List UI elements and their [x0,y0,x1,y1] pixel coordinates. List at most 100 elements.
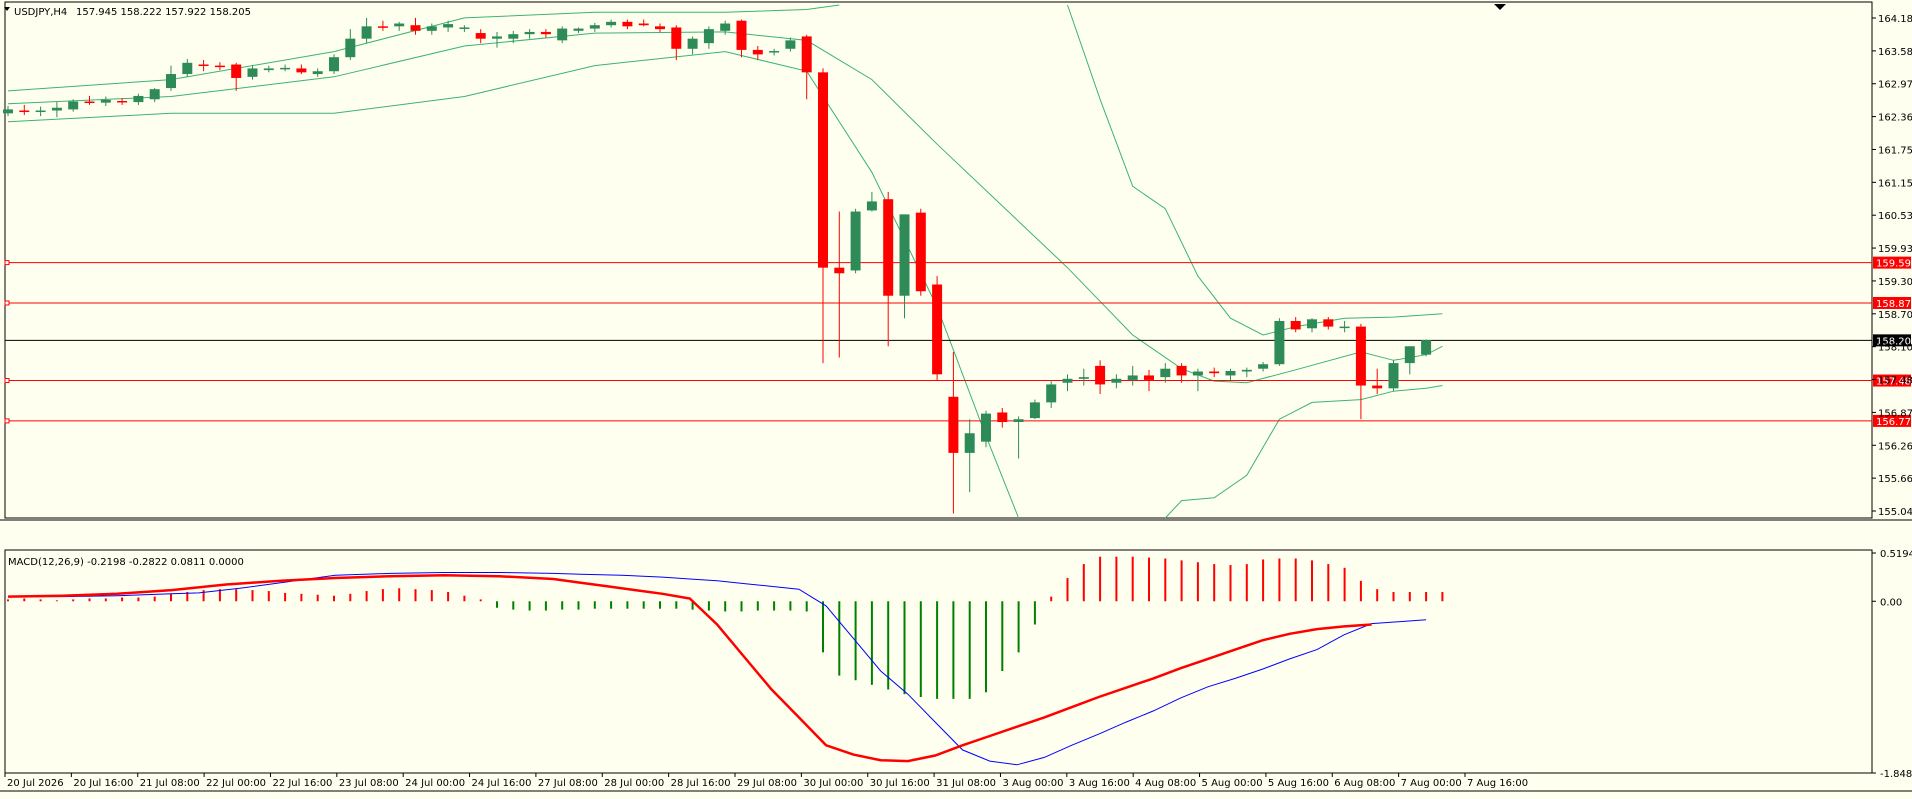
price-tick-label: 155.045 [1878,507,1912,518]
candle-series [3,17,1432,514]
candle-body-bear [475,33,486,39]
level-handle[interactable] [4,418,10,424]
shift-marker-icon[interactable] [1494,4,1506,10]
price-tick-label: 158.705 [1878,310,1912,321]
candle-body-bull [35,110,46,113]
candle-body-bear [84,101,95,104]
quote-values: 157.945 158.222 157.922 158.205 [76,7,251,18]
macd-panel-frame [4,549,1873,774]
time-tick-label: 20 Jul 2026 [7,778,64,789]
candle-body-bull [1388,363,1399,389]
candle-body-bear [655,26,665,30]
candle-body-bull [981,413,991,442]
bollinger-bands [7,4,1443,519]
level-price-label: 158.871 [1876,299,1912,310]
price-tick-label: 158.100 [1878,343,1912,354]
time-tick-label: 22 Jul 00:00 [206,778,266,789]
price-tick-label: 157.489 [1878,376,1912,387]
time-tick-label: 5 Aug 00:00 [1202,778,1263,789]
candle-body-bull [573,28,584,31]
candle-body-bull [1160,368,1171,378]
time-tick-label: 24 Jul 16:00 [472,778,532,789]
price-tick-label: 156.260 [1878,441,1912,452]
current-price-tag [1873,334,1911,347]
candle-body-bull [1421,340,1432,355]
candle-body-bear [801,36,812,73]
candle-body-bear [214,65,225,68]
candle-body-bull [557,28,568,41]
macd-line [8,572,1427,766]
candle-body-bull [785,40,796,49]
time-tick-label: 7 Aug 00:00 [1401,778,1462,789]
bollinger-middle-band [7,31,1443,384]
candle-body-bear [377,26,388,28]
time-tick-label: 30 Jul 16:00 [870,778,930,789]
time-tick-label: 27 Jul 08:00 [538,778,598,789]
candle-body-bear [818,72,828,268]
level-handle[interactable] [4,260,10,266]
candle-body-bull [361,26,372,39]
candle-body-bull [687,38,698,49]
candle-body-bull [68,101,79,110]
candle-body-bull [459,27,470,29]
level-handle[interactable] [4,300,10,306]
time-tick-label: 21 Jul 08:00 [140,778,200,789]
time-tick-label: 3 Aug 00:00 [1002,778,1063,789]
symbol-menu-triangle-icon[interactable] [4,7,10,11]
macd-tick-label: 0.5194 [1880,549,1912,560]
price-tick-label: 162.365 [1878,113,1912,124]
candle-body-bull [1192,371,1203,376]
candle-body-bear [117,100,128,103]
time-tick-label: 29 Jul 08:00 [737,778,797,789]
candle-body-bear [1355,326,1366,386]
price-tick-label: 159.305 [1878,277,1912,288]
candle-body-bear [1144,375,1154,380]
candle-body-bull [1274,320,1285,365]
time-tick-label: 31 Jul 08:00 [936,778,996,789]
candle-body-bull [492,36,502,39]
candle-body-bull [1078,377,1089,379]
candle-body-bull [443,24,454,28]
candle-body-bull [345,38,356,58]
time-tick-label: 28 Jul 00:00 [604,778,664,789]
candle-body-bull [866,201,877,211]
candle-body-bull [606,21,617,26]
time-tick-label: 5 Aug 16:00 [1268,778,1329,789]
candle-body-bear [948,396,959,453]
candle-body-bear [1095,365,1106,385]
price-tick-label: 155.660 [1878,474,1912,485]
time-axis: 20 Jul 2026 20 Jul 16:00 21 Jul 08:00 22 Ju… [4,773,1528,789]
signal-line [7,573,1372,763]
symbol-label: USDJPY,H4 [14,7,67,18]
candle-body-bull [1029,402,1040,419]
price-panel-frame [4,1,1873,519]
bollinger-lower-band [7,51,1020,519]
price-tick-label: 161.750 [1878,145,1912,156]
candle-body-bull [182,62,193,75]
time-tick-label: 22 Jul 16:00 [272,778,332,789]
time-tick-label: 20 Jul 16:00 [73,778,133,789]
candle-body-bear [19,110,30,113]
macd-tick-label: 0.00 [1880,597,1902,608]
candle-body-bear [231,64,242,78]
horizontal-levels[interactable]: 159.590 158.871 157.489 156.770 158.205 [4,256,1912,428]
level-price-tag [1873,296,1911,309]
candle-body-bull [1225,370,1236,376]
price-tick-label: 164.180 [1878,14,1912,25]
level-handle[interactable] [4,378,10,384]
candle-body-bear [1176,365,1187,376]
candle-body-bull [720,23,731,31]
price-tick-label: 163.580 [1878,47,1912,58]
candle-body-bull [850,211,861,271]
candle-body-bear [638,23,649,26]
candle-body-bull [1258,364,1269,369]
candle-body-bear [834,267,845,274]
time-tick-label: 28 Jul 16:00 [671,778,731,789]
candle-body-bear [622,21,633,27]
bollinger-upper-band-descent [1067,4,1443,336]
level-price-tag [1873,414,1911,427]
